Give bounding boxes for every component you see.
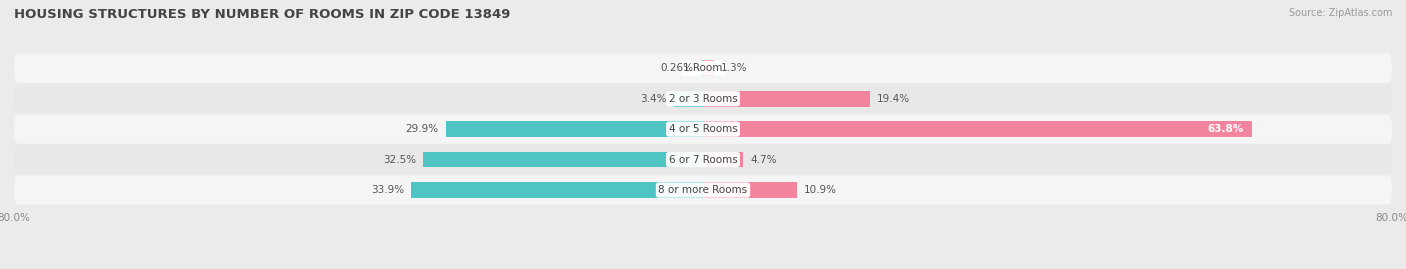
Text: 33.9%: 33.9%: [371, 185, 404, 195]
Text: 3.4%: 3.4%: [640, 94, 666, 104]
Text: 8 or more Rooms: 8 or more Rooms: [658, 185, 748, 195]
Text: 32.5%: 32.5%: [382, 155, 416, 165]
Text: 6 or 7 Rooms: 6 or 7 Rooms: [669, 155, 737, 165]
Text: 1 Room: 1 Room: [683, 63, 723, 73]
FancyBboxPatch shape: [14, 175, 1392, 205]
Bar: [703, 60, 714, 76]
Bar: [703, 121, 1253, 137]
Text: 1.3%: 1.3%: [721, 63, 748, 73]
FancyBboxPatch shape: [14, 145, 1392, 174]
Text: 29.9%: 29.9%: [405, 124, 439, 134]
Text: 4 or 5 Rooms: 4 or 5 Rooms: [669, 124, 737, 134]
Text: 2 or 3 Rooms: 2 or 3 Rooms: [669, 94, 737, 104]
Bar: [703, 182, 797, 198]
Bar: [703, 91, 870, 107]
Text: HOUSING STRUCTURES BY NUMBER OF ROOMS IN ZIP CODE 13849: HOUSING STRUCTURES BY NUMBER OF ROOMS IN…: [14, 8, 510, 21]
Text: 4.7%: 4.7%: [751, 155, 778, 165]
FancyBboxPatch shape: [14, 84, 1392, 113]
Text: 0.26%: 0.26%: [661, 63, 695, 73]
Bar: [703, 152, 744, 168]
Text: 19.4%: 19.4%: [877, 94, 910, 104]
Text: 63.8%: 63.8%: [1208, 124, 1244, 134]
Bar: [700, 60, 703, 76]
Text: Source: ZipAtlas.com: Source: ZipAtlas.com: [1288, 8, 1392, 18]
Text: 10.9%: 10.9%: [804, 185, 837, 195]
FancyBboxPatch shape: [14, 54, 1392, 83]
Bar: [423, 152, 703, 168]
Bar: [673, 91, 703, 107]
FancyBboxPatch shape: [14, 115, 1392, 144]
Bar: [411, 182, 703, 198]
Bar: [446, 121, 703, 137]
